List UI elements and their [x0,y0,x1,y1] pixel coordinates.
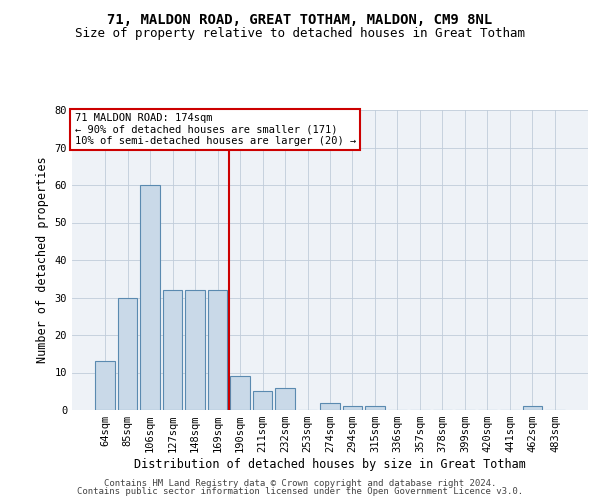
Bar [343,406,362,410]
Text: Contains HM Land Registry data © Crown copyright and database right 2024.: Contains HM Land Registry data © Crown c… [104,478,496,488]
Y-axis label: Number of detached properties: Number of detached properties [36,156,49,364]
Bar [185,290,205,410]
Bar [230,376,250,410]
Bar [118,298,137,410]
Bar [163,290,182,410]
Text: Size of property relative to detached houses in Great Totham: Size of property relative to detached ho… [75,28,525,40]
Text: 71 MALDON ROAD: 174sqm
← 90% of detached houses are smaller (171)
10% of semi-de: 71 MALDON ROAD: 174sqm ← 90% of detached… [74,113,356,146]
Bar [320,402,340,410]
Bar [95,361,115,410]
Bar [208,290,227,410]
Bar [365,406,385,410]
X-axis label: Distribution of detached houses by size in Great Totham: Distribution of detached houses by size … [134,458,526,471]
Bar [275,388,295,410]
Bar [253,391,272,410]
Text: 71, MALDON ROAD, GREAT TOTHAM, MALDON, CM9 8NL: 71, MALDON ROAD, GREAT TOTHAM, MALDON, C… [107,12,493,26]
Bar [140,185,160,410]
Text: Contains public sector information licensed under the Open Government Licence v3: Contains public sector information licen… [77,487,523,496]
Bar [523,406,542,410]
